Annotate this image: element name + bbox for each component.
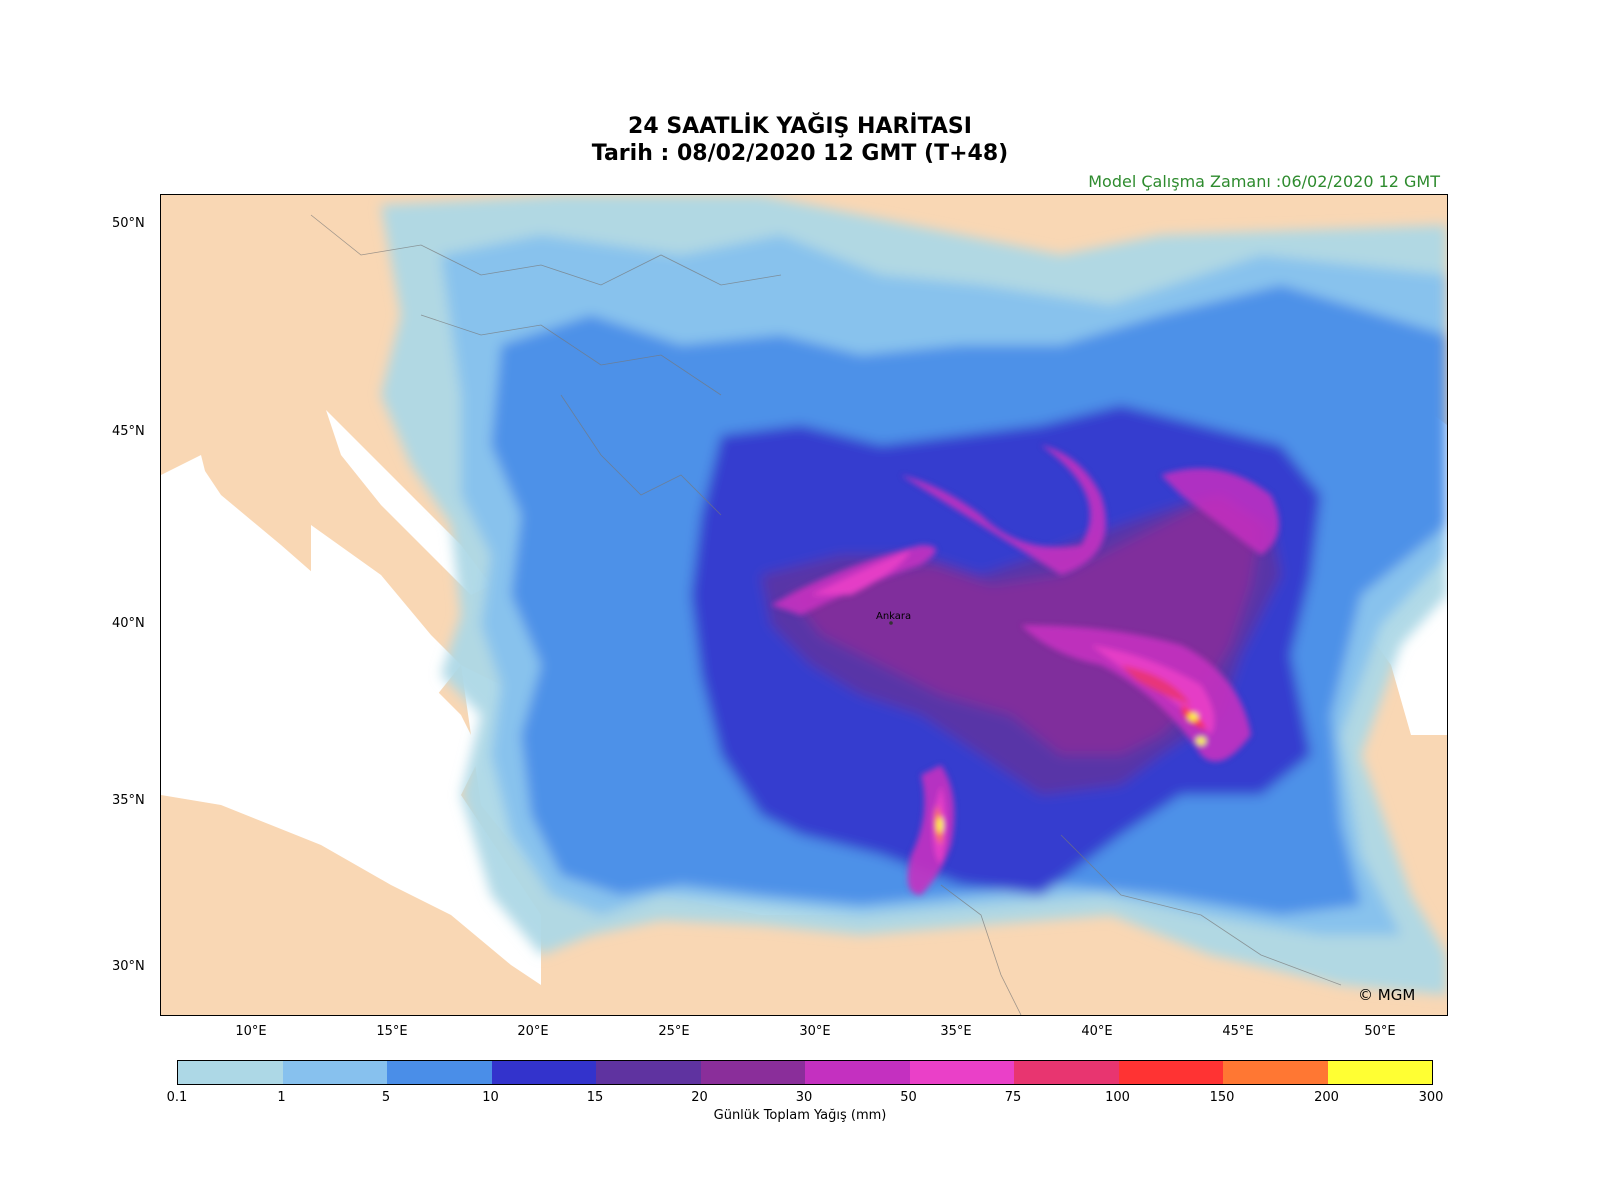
colorbar-tick-label: 300 [1418, 1090, 1444, 1105]
colorbar-tick-label: 75 [1004, 1090, 1022, 1105]
colorbar-tick-label: 1 [277, 1090, 286, 1105]
colorbar-tick-label: 150 [1209, 1090, 1235, 1105]
lat-tick-45: 45°N [112, 424, 145, 439]
map-subtitle-date: Tarih : 08/02/2020 12 GMT (T+48) [591, 141, 1009, 166]
colorbar-tick-label: 15 [586, 1090, 604, 1105]
lon-tick-10: 10°E [235, 1024, 267, 1039]
lon-tick-45: 45°E [1222, 1024, 1254, 1039]
precipitation-map [160, 194, 1448, 1016]
colorbar-tick-label: 200 [1314, 1090, 1339, 1105]
colorbar-segment [387, 1061, 492, 1084]
lon-tick-40: 40°E [1081, 1024, 1113, 1039]
lat-tick-40: 40°N [112, 616, 145, 631]
city-label-ankara: Ankara [876, 611, 912, 622]
lon-tick-30: 30°E [799, 1024, 831, 1039]
lon-tick-15: 15°E [376, 1024, 408, 1039]
map-title: 24 SAATLİK YAĞIŞ HARİTASI [628, 114, 972, 139]
lon-tick-25: 25°E [658, 1024, 690, 1039]
colorbar-segment [282, 1061, 387, 1084]
lat-tick-50: 50°N [112, 216, 145, 231]
precipitation-core [771, 445, 1279, 895]
colorbar-tick-label: 20 [691, 1090, 708, 1105]
tyrrhenian-sea [311, 525, 461, 715]
colorbar-segment [596, 1061, 701, 1084]
map-canvas [161, 195, 1447, 1015]
colorbar-tick-label: 50 [900, 1090, 917, 1105]
copyright-mark: © MGM [1358, 986, 1416, 1004]
colorbar-tick-label: 30 [795, 1090, 813, 1105]
colorbar-segment [700, 1061, 805, 1084]
colorbar-segment [491, 1061, 596, 1084]
colorbar-segment [909, 1061, 1014, 1084]
lon-tick-20: 20°E [517, 1024, 549, 1039]
colorbar [177, 1060, 1433, 1085]
colorbar-tick-label: 10 [482, 1090, 499, 1105]
lon-tick-50: 50°E [1364, 1024, 1396, 1039]
colorbar-tick-label: 100 [1105, 1090, 1130, 1105]
colorbar-segment [1118, 1061, 1223, 1084]
colorbar-segment [805, 1061, 910, 1084]
colorbar-segment [1327, 1061, 1432, 1084]
colorbar-tick-label: 0.1 [166, 1090, 188, 1105]
colorbar-tick-label: 5 [381, 1090, 391, 1105]
lon-tick-35: 35°E [940, 1024, 972, 1039]
colorbar-segment [1014, 1061, 1119, 1084]
lat-tick-30: 30°N [112, 959, 145, 974]
model-run-time: Model Çalışma Zamanı :06/02/2020 12 GMT [1088, 172, 1440, 191]
lat-tick-35: 35°N [112, 793, 145, 808]
ankara-marker [889, 621, 893, 625]
balearic-area [161, 455, 211, 525]
western-mediterranean [161, 465, 541, 985]
precipitation-field [381, 195, 1447, 995]
adriatic-sea [326, 410, 491, 595]
colorbar-segment [1223, 1061, 1328, 1084]
colorbar-segment [178, 1061, 283, 1084]
borders [310, 214, 1342, 1015]
colorbar-label: Günlük Toplam Yağış (mm) [713, 1108, 887, 1123]
